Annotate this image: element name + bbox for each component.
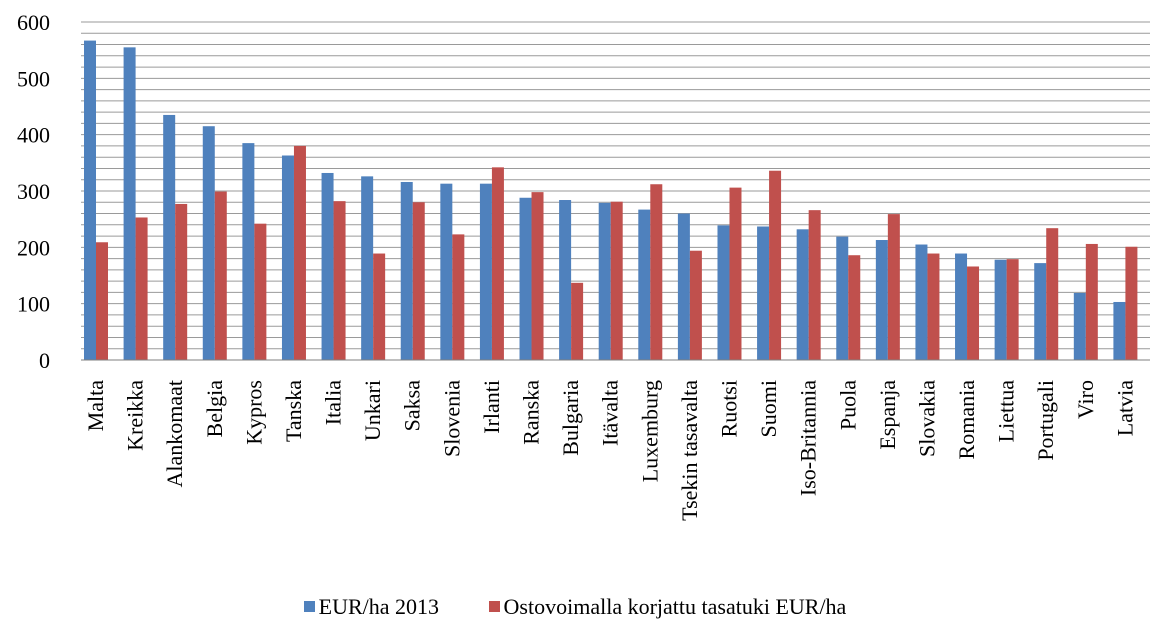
bar-series-2 [887,214,900,360]
bar-series-1 [598,202,611,360]
bar-series-1 [677,213,690,360]
bar-series-2 [769,170,782,360]
bar-series-2 [412,202,425,360]
bar-series-2 [967,266,980,360]
bar-series-2 [214,191,227,360]
x-tick-label: Puola [835,380,860,430]
bar-series-1 [400,181,413,360]
x-tick-label: Malta [83,380,108,432]
x-axis: Malta Kreikka Alankomaat Belgia Kypros Tanska… [81,359,1150,521]
bar-series-1 [163,114,176,360]
bar-series-1 [281,155,294,360]
x-tick-label: Liettua [994,380,1019,443]
x-tick-label: Slovakia [914,380,939,457]
y-tick-label: 600 [17,10,50,35]
x-tick-label: Viro [1073,380,1098,419]
x-tick-label: Irlanti [479,380,504,434]
bar-series-2 [333,201,346,360]
bar-series-2 [96,242,108,360]
bar-series-2 [689,250,702,360]
x-tick-label: Suomi [756,380,781,437]
bar-series-2 [373,253,386,360]
bar-series-2 [650,184,663,360]
bar-series-1 [796,229,809,360]
bar-series-1 [479,183,492,360]
y-tick-label: 500 [17,66,50,91]
bar-series-2 [1085,243,1098,360]
x-tick-label: Portugali [1033,380,1058,461]
bar-series-1 [361,176,374,360]
bar-series-1 [321,172,334,360]
bar-series-1 [757,226,770,360]
bar-series-2 [848,255,861,360]
legend-label-series-2: Ostovoimalla korjattu tasatuki EUR/ha [503,593,847,619]
x-tick-label: Belgia [202,380,227,438]
x-tick-label: Itävalta [598,380,623,446]
x-tick-label: Luxemburg [637,380,662,482]
bar-series-2 [293,145,306,360]
legend-swatch-series-2 [488,601,500,612]
bar-series-1 [955,253,968,360]
x-tick-label: Ranska [519,380,544,445]
x-tick-label: Italia [321,380,346,425]
x-tick-label: Kreikka [123,380,148,451]
bar-series-2 [1006,259,1019,360]
bar-series-1 [559,200,572,360]
bar-series-2 [927,253,940,360]
x-tick-label: Slovenia [439,380,464,457]
bar-series-1 [638,209,651,360]
bar-series-1 [1113,301,1126,360]
bar-series-2 [491,167,504,360]
bar-series-1 [875,240,888,360]
bar-series-2 [1046,228,1059,360]
bar-series-1 [915,244,928,360]
y-tick-label: 100 [17,292,50,317]
bar-series-1 [242,143,255,360]
x-tick-label: Latvia [1112,380,1137,436]
bar-series-2 [135,217,148,360]
bar-series-1 [994,259,1007,360]
legend-label-series-1: EUR/ha 2013 [318,593,440,619]
y-tick-label: 400 [17,123,50,148]
bar-series-2 [175,203,188,360]
x-tick-label: Tsekin tasavalta [677,380,702,521]
x-tick-label: Romania [954,380,979,460]
legend-item-series-1: EUR/ha 2013 [303,593,440,620]
legend-item-series-2: Ostovoimalla korjattu tasatuki EUR/ha [488,593,847,620]
x-tick-label: Bulgaria [558,380,583,456]
x-tick-label: Ruotsi [716,380,741,437]
bar-series-2 [610,201,623,360]
x-tick-label: Tanska [281,380,306,442]
x-tick-label: Iso-Britannia [796,380,821,496]
bar-series-2 [571,282,584,360]
x-tick-label: Saksa [400,380,425,432]
bar-series-1 [836,236,849,360]
bar-series-2 [808,210,821,360]
y-tick-label: 0 [39,348,50,373]
y-tick-label: 300 [17,179,50,204]
bar-series-1 [717,225,730,360]
bar-series-1 [202,126,215,360]
x-tick-label: Unkari [360,380,385,441]
bar-series-2 [1125,246,1138,360]
x-tick-label: Kypros [241,380,266,445]
bar-series-1 [123,47,136,360]
y-tick-label: 200 [17,235,50,260]
bar-series-2 [254,223,267,360]
bar-series-1 [1034,263,1047,360]
bar-series-2 [452,234,465,360]
bar-series-2 [531,192,544,360]
bar-series-1 [519,197,532,360]
bar-series-1 [440,183,453,360]
bar-series-1 [1073,292,1086,360]
x-tick-label: Espanja [875,380,900,450]
bar-series-1 [84,40,96,361]
bars [84,40,1138,361]
x-tick-label: Alankomaat [162,380,187,488]
bar-series-2 [729,187,742,360]
legend-swatch-series-1 [303,601,315,612]
y-axis: 0 100 200 300 400 500 600 [17,10,50,373]
legend: EUR/ha 2013 Ostovoimalla korjattu tasatu… [0,592,1150,620]
